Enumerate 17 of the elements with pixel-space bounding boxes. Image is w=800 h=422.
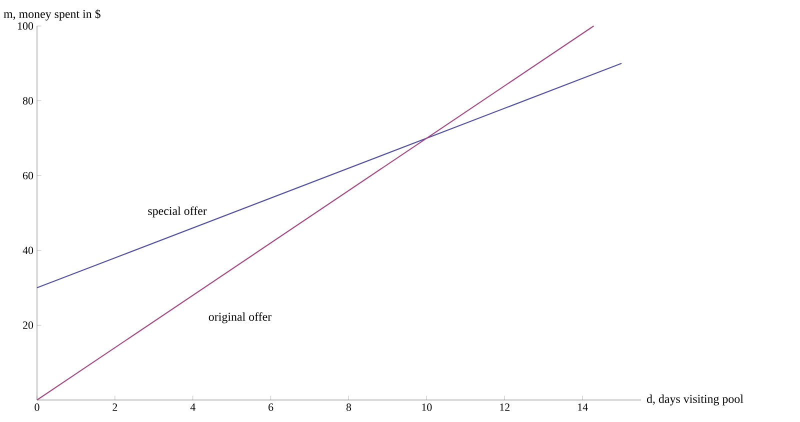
y-tick-label: 20	[23, 322, 34, 329]
x-tick-label: 8	[346, 404, 352, 411]
series-label: special offer	[148, 206, 207, 218]
x-tick-label: 14	[578, 404, 588, 411]
x-tick-label: 12	[500, 404, 510, 411]
x-axis-title: d, days visiting pool	[646, 394, 744, 406]
x-tick-label: 6	[268, 404, 274, 411]
x-tick-label: 4	[190, 404, 196, 411]
y-tick-label: 100	[18, 22, 34, 30]
y-tick-label: 80	[22, 97, 34, 104]
series-label: original offer	[208, 312, 272, 324]
y-axis-title: m, money spent in $	[4, 9, 100, 20]
y-tick-label: 40	[22, 246, 34, 254]
y-tick-label: 60	[22, 172, 34, 180]
x-tick-label: 2	[112, 404, 118, 411]
x-tick-label: 10	[422, 404, 432, 411]
x-tick-label: 0	[34, 404, 40, 411]
